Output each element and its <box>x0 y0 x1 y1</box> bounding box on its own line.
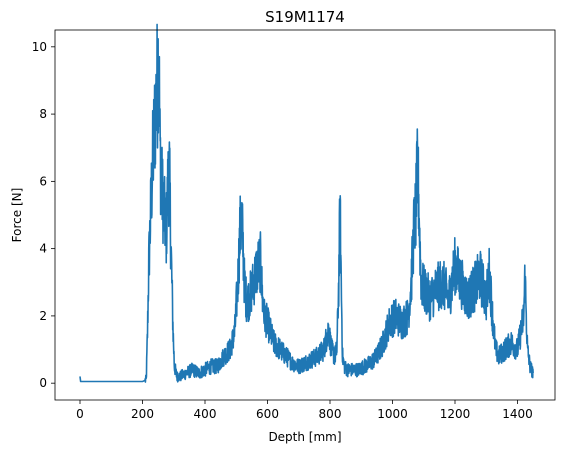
chart-title: S19M1174 <box>265 8 345 26</box>
x-tick-label: 400 <box>194 407 217 421</box>
plot-area <box>79 23 534 383</box>
force-series-line <box>79 23 534 383</box>
y-tick-label: 10 <box>32 40 47 54</box>
x-axis: 0 200 400 600 800 1000 1200 1400 <box>76 400 533 421</box>
y-tick-label: 4 <box>39 242 47 256</box>
x-tick-label: 0 <box>76 407 84 421</box>
x-tick-label: 200 <box>131 407 154 421</box>
y-tick-label: 0 <box>39 376 47 390</box>
plot-frame <box>54 29 556 401</box>
x-tick-label: 1000 <box>377 407 408 421</box>
x-tick-label: 600 <box>256 407 279 421</box>
y-axis-label: Force [N] <box>10 188 24 243</box>
y-tick-label: 2 <box>39 309 47 323</box>
x-tick-label: 800 <box>319 407 342 421</box>
y-axis: 0 2 4 6 8 10 <box>32 40 55 390</box>
x-axis-label: Depth [mm] <box>268 430 341 444</box>
x-tick-label: 1400 <box>502 407 533 421</box>
x-tick-label: 1200 <box>440 407 471 421</box>
y-tick-label: 8 <box>39 107 47 121</box>
y-tick-label: 6 <box>39 174 47 188</box>
